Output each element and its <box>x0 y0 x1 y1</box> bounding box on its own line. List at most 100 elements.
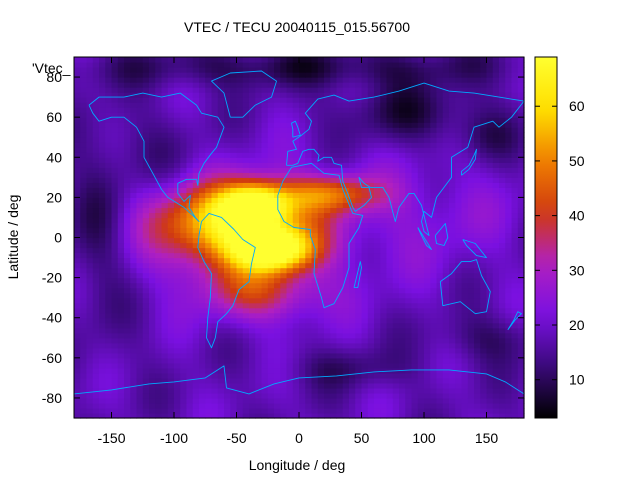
heatmap-cell <box>305 162 313 168</box>
heatmap-cell <box>299 357 306 364</box>
heatmap-cell <box>74 357 81 364</box>
heatmap-cell <box>99 227 106 234</box>
heatmap-cell <box>449 342 456 349</box>
heatmap-cell <box>411 87 419 93</box>
heatmap-cell <box>142 272 150 279</box>
heatmap-cell <box>311 237 319 244</box>
heatmap-cell <box>361 132 369 138</box>
heatmap-cell <box>386 112 394 118</box>
heatmap-cell <box>336 237 344 244</box>
heatmap-cell <box>99 152 106 158</box>
heatmap-cell <box>217 267 225 274</box>
heatmap-cell <box>367 297 375 304</box>
heatmap-cell <box>124 287 131 294</box>
heatmap-cell <box>517 202 525 209</box>
heatmap-cell <box>480 157 488 163</box>
heatmap-cell <box>236 77 244 83</box>
heatmap-cell <box>342 92 350 98</box>
heatmap-cell <box>86 97 94 103</box>
heatmap-cell <box>217 312 225 319</box>
heatmap-cell <box>217 137 225 143</box>
heatmap-cell <box>111 197 119 203</box>
heatmap-cell <box>255 377 263 384</box>
heatmap-cell <box>267 77 275 83</box>
heatmap-cell <box>299 117 306 123</box>
heatmap-cell <box>349 287 356 294</box>
heatmap-cell <box>361 112 369 118</box>
heatmap-cell <box>242 217 250 224</box>
heatmap-cell <box>230 357 238 364</box>
heatmap-cell <box>374 207 381 214</box>
heatmap-cell <box>367 157 375 163</box>
heatmap-cell <box>480 77 488 83</box>
heatmap-cell <box>142 337 150 344</box>
heatmap-cell <box>86 407 94 414</box>
heatmap-cell <box>130 297 138 304</box>
heatmap-cell <box>399 347 406 354</box>
heatmap-cell <box>117 192 125 198</box>
heatmap-cell <box>167 212 175 219</box>
heatmap-cell <box>336 127 344 133</box>
heatmap-cell <box>105 202 113 209</box>
heatmap-cell <box>130 267 138 274</box>
heatmap-cell <box>149 292 156 299</box>
heatmap-cell <box>230 97 238 103</box>
heatmap-cell <box>424 202 431 209</box>
heatmap-cell <box>199 287 206 294</box>
heatmap-cell <box>267 287 275 294</box>
heatmap-cell <box>436 292 444 299</box>
heatmap-cell <box>474 77 481 83</box>
heatmap-cell <box>480 257 488 264</box>
heatmap-cell <box>149 87 156 93</box>
heatmap-cell <box>267 157 275 163</box>
heatmap-cell <box>167 202 175 209</box>
heatmap-cell <box>205 122 213 128</box>
heatmap-cell <box>161 292 169 299</box>
heatmap-cell <box>161 232 169 239</box>
heatmap-cell <box>211 232 219 239</box>
heatmap-cell <box>224 372 231 379</box>
heatmap-cell <box>286 207 294 214</box>
heatmap-cell <box>236 122 244 128</box>
heatmap-cell <box>267 267 275 274</box>
heatmap-cell <box>349 277 356 284</box>
heatmap-cell <box>230 67 238 73</box>
heatmap-cell <box>361 187 369 193</box>
heatmap-cell <box>417 312 425 319</box>
heatmap-cell <box>74 82 81 88</box>
heatmap-cell <box>224 262 231 269</box>
heatmap-cell <box>211 202 219 209</box>
heatmap-cell <box>180 332 188 339</box>
heatmap-cell <box>430 357 438 364</box>
heatmap-cell <box>217 317 225 324</box>
heatmap-cell <box>249 272 256 279</box>
heatmap-cell <box>255 267 263 274</box>
heatmap-cell <box>249 292 256 299</box>
heatmap-cell <box>411 117 419 123</box>
heatmap-cell <box>280 107 288 113</box>
heatmap-cell <box>392 357 400 364</box>
heatmap-cell <box>299 367 306 374</box>
heatmap-cell <box>142 182 150 188</box>
heatmap-cell <box>336 407 344 414</box>
heatmap-cell <box>286 97 294 103</box>
heatmap-cell <box>142 377 150 384</box>
heatmap-cell <box>349 212 356 219</box>
heatmap-cell <box>136 252 144 259</box>
heatmap-cell <box>399 207 406 214</box>
heatmap-cell <box>111 237 119 244</box>
heatmap-cell <box>174 107 181 113</box>
heatmap-cell <box>424 272 431 279</box>
heatmap-cell <box>380 107 388 113</box>
heatmap-cell <box>342 167 350 173</box>
heatmap-cell <box>199 177 206 183</box>
heatmap-cell <box>511 117 519 123</box>
heatmap-cell <box>324 82 331 88</box>
heatmap-cell <box>230 352 238 359</box>
heatmap-cell <box>411 132 419 138</box>
heatmap-cell <box>267 142 275 148</box>
heatmap-cell <box>155 232 163 239</box>
heatmap-cell <box>92 292 100 299</box>
heatmap-cell <box>430 372 438 379</box>
heatmap-cell <box>174 142 181 148</box>
